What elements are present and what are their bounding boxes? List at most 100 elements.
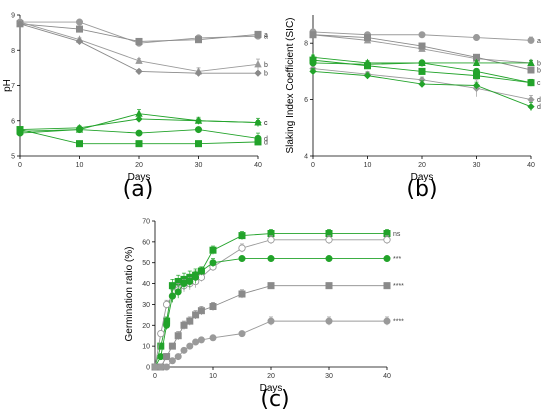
series-3: *** — [151, 255, 401, 371]
y-tick-label: 7 — [11, 83, 15, 90]
data-point — [472, 34, 480, 42]
data-point — [267, 236, 275, 244]
data-point — [527, 79, 535, 87]
data-point — [527, 36, 535, 44]
data-point — [254, 138, 262, 146]
series-line — [19, 21, 259, 72]
data-point — [309, 31, 317, 39]
data-point — [157, 342, 165, 350]
data-point — [472, 67, 480, 75]
series-line — [154, 258, 387, 368]
data-point — [76, 126, 84, 134]
data-point — [325, 282, 333, 290]
data-point — [168, 282, 176, 290]
x-tick-label: 40 — [254, 162, 262, 169]
data-point — [135, 37, 143, 45]
x-tick-label: 10 — [76, 162, 84, 169]
data-point — [174, 353, 182, 361]
data-point — [192, 273, 200, 281]
series-8 — [309, 59, 535, 87]
x-axis-label: Days — [128, 172, 151, 183]
y-tick-label: 9 — [11, 13, 15, 20]
data-point — [418, 67, 426, 75]
data-point — [418, 80, 426, 88]
x-tick-label: 20 — [267, 373, 275, 380]
data-point — [267, 317, 275, 325]
data-point — [418, 42, 426, 50]
x-tick-label: 20 — [418, 162, 426, 169]
data-point — [135, 140, 143, 148]
data-point — [197, 307, 205, 315]
series-6: d — [309, 67, 541, 111]
x-tick-label: 40 — [527, 162, 535, 169]
x-tick-label: 0 — [153, 373, 157, 380]
data-point — [168, 342, 176, 350]
data-point — [418, 59, 426, 67]
data-point — [192, 338, 200, 346]
x-axis-label: Days — [260, 383, 283, 394]
y-axis-label: pH — [2, 79, 13, 92]
series-line — [19, 23, 258, 74]
significance-label: b — [537, 67, 541, 74]
data-point — [163, 363, 171, 371]
significance-label: b — [264, 71, 268, 78]
data-point — [254, 30, 262, 38]
significance-label: d — [537, 104, 541, 111]
series-8: d — [16, 126, 268, 148]
data-point — [163, 321, 171, 329]
data-point — [383, 282, 391, 290]
data-point — [383, 255, 391, 263]
data-point — [76, 18, 84, 26]
data-point — [180, 346, 188, 354]
x-tick-label: 0 — [18, 162, 22, 169]
data-point — [186, 277, 194, 285]
panel-label: (c) — [260, 387, 289, 412]
data-point — [209, 334, 217, 342]
data-point — [194, 117, 203, 125]
data-point — [238, 330, 246, 338]
data-point — [238, 232, 246, 240]
y-tick-label: 10 — [142, 344, 150, 351]
data-point — [168, 357, 176, 365]
significance-label: c — [264, 120, 268, 127]
data-point — [254, 69, 262, 77]
data-point — [527, 58, 535, 66]
chart-c: 0 10 20 30 40 0 10 20 30 40 50 60 70 Days Germination … — [124, 219, 404, 413]
data-point — [174, 288, 182, 296]
data-point — [527, 103, 535, 111]
data-point — [254, 59, 262, 68]
data-point — [186, 342, 194, 350]
series-4: b — [16, 20, 268, 78]
x-tick-label: 0 — [311, 162, 315, 169]
data-point — [267, 255, 275, 263]
x-tick-label: 30 — [473, 162, 481, 169]
y-tick-label: 0 — [146, 365, 150, 372]
data-point — [163, 353, 171, 361]
y-tick-label: 8 — [304, 41, 308, 48]
data-point — [363, 34, 371, 42]
data-point — [135, 115, 143, 123]
series-line — [155, 285, 387, 368]
data-point — [527, 95, 535, 104]
data-point — [238, 244, 246, 252]
x-tick-label: 20 — [135, 162, 143, 169]
y-tick-label: 6 — [11, 118, 15, 125]
significance-label: **** — [393, 283, 404, 290]
y-tick-label: 50 — [142, 260, 150, 267]
y-tick-label: 6 — [304, 97, 308, 104]
significance-label: a — [537, 38, 541, 45]
y-tick-label: 40 — [142, 281, 150, 288]
data-point — [195, 140, 203, 148]
data-point — [16, 126, 24, 134]
y-tick-label: 30 — [142, 302, 150, 309]
data-point — [180, 321, 188, 329]
significance-label: ns — [393, 231, 401, 238]
data-point — [325, 255, 333, 263]
data-point — [363, 72, 372, 80]
significance-label: d — [264, 136, 268, 143]
data-point — [151, 363, 159, 371]
data-point — [157, 353, 165, 361]
significance-label: b — [264, 62, 268, 69]
